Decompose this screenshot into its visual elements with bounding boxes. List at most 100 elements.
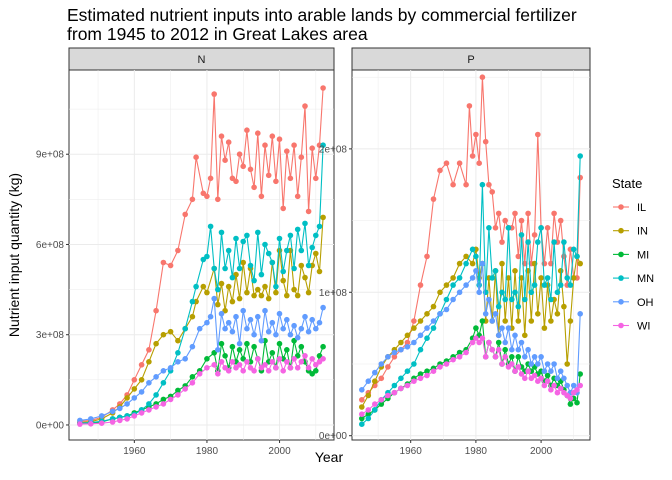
data-point-p-in-0 <box>359 404 365 410</box>
data-point-n-mn-15 <box>193 283 199 290</box>
data-point-n-in-35 <box>273 289 279 296</box>
data-point-n-mn-40 <box>287 232 294 239</box>
grid-layer <box>69 70 590 440</box>
data-point-p-wi-3 <box>378 397 385 403</box>
data-point-p-mi-49 <box>574 399 580 406</box>
data-point-n-mi-10 <box>160 396 167 403</box>
data-point-p-wi-9 <box>417 375 424 382</box>
data-point-p-in-6 <box>398 339 404 346</box>
data-point-p-wi-42 <box>551 382 557 389</box>
data-point-p-wi-16 <box>463 349 469 356</box>
data-point-p-il-28 <box>502 217 509 224</box>
data-point-n-mn-36 <box>273 283 279 290</box>
data-point-n-wi-22 <box>229 359 236 365</box>
data-point-n-il-38 <box>280 205 287 212</box>
data-point-n-wi-31 <box>262 362 268 368</box>
data-point-n-oh-17 <box>207 313 214 320</box>
data-point-p-mn-6 <box>398 375 404 382</box>
data-point-p-mn-27 <box>502 296 509 303</box>
data-point-n-mn-19 <box>211 265 217 272</box>
data-point-p-in-2 <box>372 378 378 385</box>
data-point-p-mn-7 <box>404 368 411 375</box>
data-point-p-mn-29 <box>509 296 515 303</box>
data-point-p-oh-24 <box>492 311 499 317</box>
data-point-n-il-13 <box>182 211 188 218</box>
x-tick-label-n-1: 1980 <box>196 446 219 457</box>
data-point-p-wi-39 <box>541 382 548 389</box>
data-point-n-oh-20 <box>218 310 225 317</box>
data-point-n-oh-43 <box>302 313 308 320</box>
data-point-n-il-36 <box>273 178 279 185</box>
data-point-n-wi-9 <box>153 404 159 410</box>
data-point-n-in-33 <box>265 295 272 302</box>
data-point-n-in-7 <box>138 377 145 383</box>
legend-item-wi: WI <box>613 321 650 333</box>
data-point-p-mn-18 <box>473 253 479 260</box>
data-point-p-wi-23 <box>489 346 496 353</box>
data-point-n-wi-18 <box>215 371 221 377</box>
data-point-n-il-18 <box>207 175 214 182</box>
data-point-p-mn-40 <box>544 275 551 281</box>
data-point-p-in-8 <box>411 325 417 331</box>
data-point-p-in-30 <box>512 268 518 274</box>
data-point-n-mi-14 <box>189 374 196 380</box>
data-point-p-oh-45 <box>561 375 567 382</box>
data-point-n-mi-33 <box>269 350 276 356</box>
data-point-p-il-12 <box>437 167 443 174</box>
x-tick-label-p-2: 2000 <box>530 446 553 457</box>
data-point-p-oh-29 <box>509 346 515 353</box>
legend-key-dot-mn <box>618 275 624 281</box>
data-point-p-in-50 <box>577 260 583 267</box>
series-layer <box>77 74 583 428</box>
data-point-n-il-46 <box>309 145 316 151</box>
data-point-p-oh-44 <box>557 368 564 375</box>
data-point-p-wi-1 <box>365 407 372 413</box>
legend-item-mi: MI <box>613 249 649 261</box>
data-point-p-oh-9 <box>417 332 424 339</box>
data-point-p-oh-19 <box>476 289 483 296</box>
data-point-p-oh-35 <box>528 361 535 367</box>
data-point-n-oh-16 <box>204 319 210 326</box>
data-point-n-wi-19 <box>218 359 225 365</box>
data-point-p-wi-7 <box>404 382 411 389</box>
data-point-n-oh-41 <box>294 334 301 341</box>
data-point-n-in-42 <box>298 262 305 269</box>
data-point-p-mi-0 <box>359 415 365 422</box>
data-point-n-wi-39 <box>291 356 297 362</box>
legend-item-oh: OH <box>613 297 654 309</box>
data-point-n-il-45 <box>305 208 312 215</box>
data-point-n-wi-10 <box>160 401 167 407</box>
series-n-wi <box>77 353 326 427</box>
data-point-p-wi-13 <box>443 361 450 367</box>
data-point-p-il-23 <box>486 181 492 188</box>
data-point-n-il-14 <box>189 196 196 203</box>
data-point-n-wi-40 <box>294 365 301 371</box>
data-point-p-mn-5 <box>391 382 398 389</box>
data-point-n-mi-12 <box>175 387 181 394</box>
data-point-n-oh-29 <box>251 331 257 338</box>
data-point-p-wi-12 <box>437 364 443 370</box>
data-point-p-in-37 <box>535 311 541 317</box>
data-point-n-in-20 <box>218 280 225 287</box>
data-point-p-wi-31 <box>515 364 522 370</box>
data-point-n-mn-20 <box>215 286 221 293</box>
data-point-n-oh-14 <box>189 343 196 350</box>
panel-n-area <box>68 69 335 441</box>
data-point-n-il-7 <box>138 362 145 368</box>
data-point-n-mn-32 <box>258 271 265 278</box>
data-point-n-wi-26 <box>244 359 250 365</box>
data-point-n-wi-47 <box>320 356 326 362</box>
data-point-p-il-20 <box>476 160 483 166</box>
data-point-p-oh-11 <box>430 318 437 324</box>
data-point-p-mn-13 <box>443 296 450 303</box>
data-point-n-mi-41 <box>298 343 305 350</box>
data-point-p-oh-27 <box>502 339 509 346</box>
data-point-p-wi-18 <box>473 335 479 342</box>
data-point-p-oh-46 <box>564 382 570 389</box>
data-point-n-in-23 <box>229 298 236 305</box>
data-point-n-oh-48 <box>320 304 326 311</box>
data-point-p-mn-49 <box>574 253 580 260</box>
data-point-n-il-21 <box>218 133 225 139</box>
data-point-n-oh-45 <box>309 316 316 323</box>
